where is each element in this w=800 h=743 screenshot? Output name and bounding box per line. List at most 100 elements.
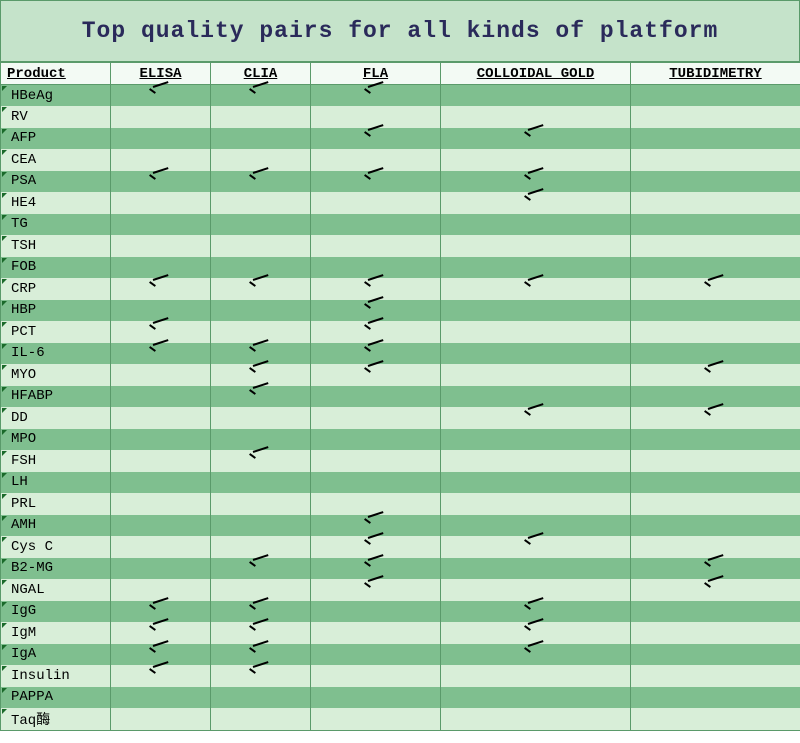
product-label: Taq酶 (11, 713, 50, 729)
elisa-cell (111, 665, 211, 687)
tub-cell (631, 343, 800, 365)
cell-marker-icon (2, 387, 7, 392)
gold-cell (441, 278, 631, 300)
tub-cell (631, 235, 800, 257)
check-icon (247, 666, 269, 680)
check-icon (247, 602, 269, 616)
cell-marker-icon (2, 602, 7, 607)
product-label: Insulin (11, 668, 70, 684)
cell-marker-icon (2, 688, 7, 693)
product-cell: TG (1, 214, 111, 236)
table-row: IL-6 (1, 343, 800, 365)
product-cell: LH (1, 472, 111, 494)
product-cell: MPO (1, 429, 111, 451)
gold-cell (441, 407, 631, 429)
product-label: TG (11, 216, 28, 232)
clia-cell (211, 429, 311, 451)
cell-marker-icon (2, 451, 7, 456)
clia-cell (211, 622, 311, 644)
clia-cell (211, 515, 311, 537)
check-icon (247, 279, 269, 293)
cell-marker-icon (2, 258, 7, 263)
product-label: PAPPA (11, 689, 53, 705)
check-icon (702, 580, 724, 594)
product-label: IgM (11, 625, 36, 641)
clia-cell (211, 128, 311, 150)
cell-marker-icon (2, 365, 7, 370)
product-label: AMH (11, 517, 36, 533)
clia-cell (211, 171, 311, 193)
elisa-cell (111, 85, 211, 107)
product-cell: TSH (1, 235, 111, 257)
gold-cell (441, 579, 631, 601)
gold-cell (441, 300, 631, 322)
elisa-cell (111, 579, 211, 601)
product-label: B2-MG (11, 560, 53, 576)
product-cell: PAPPA (1, 687, 111, 709)
check-icon (247, 344, 269, 358)
tub-cell (631, 407, 800, 429)
gold-cell (441, 235, 631, 257)
cell-marker-icon (2, 580, 7, 585)
check-icon (362, 86, 384, 100)
table-row: PRL (1, 493, 800, 515)
product-label: MYO (11, 367, 36, 383)
check-icon (362, 301, 384, 315)
check-icon (522, 602, 544, 616)
check-icon (362, 279, 384, 293)
check-icon (247, 365, 269, 379)
cell-marker-icon (2, 537, 7, 542)
product-label: IL-6 (11, 345, 45, 361)
table-row: PSA (1, 171, 800, 193)
gold-cell (441, 343, 631, 365)
clia-cell (211, 386, 311, 408)
fla-cell (311, 493, 441, 515)
gold-cell (441, 85, 631, 107)
clia-cell (211, 558, 311, 580)
table-row: B2-MG (1, 558, 800, 580)
clia-cell (211, 343, 311, 365)
check-icon (522, 129, 544, 143)
gold-cell (441, 364, 631, 386)
elisa-cell (111, 687, 211, 709)
check-icon (147, 172, 169, 186)
product-cell: MYO (1, 364, 111, 386)
gold-cell (441, 450, 631, 472)
elisa-cell (111, 321, 211, 343)
product-cell: B2-MG (1, 558, 111, 580)
gold-cell (441, 128, 631, 150)
tub-cell (631, 171, 800, 193)
fla-cell (311, 128, 441, 150)
elisa-cell (111, 429, 211, 451)
tub-cell (631, 257, 800, 279)
check-icon (247, 172, 269, 186)
fla-cell (311, 106, 441, 128)
check-icon (362, 322, 384, 336)
check-icon (362, 344, 384, 358)
tub-cell (631, 472, 800, 494)
table-row: TSH (1, 235, 800, 257)
table-row: LH (1, 472, 800, 494)
product-cell: IgA (1, 644, 111, 666)
product-label: CRP (11, 281, 36, 297)
fla-cell (311, 257, 441, 279)
product-cell: HFABP (1, 386, 111, 408)
cell-marker-icon (2, 86, 7, 91)
fla-cell (311, 300, 441, 322)
gold-cell (441, 558, 631, 580)
clia-cell (211, 192, 311, 214)
elisa-cell (111, 493, 211, 515)
tub-cell (631, 579, 800, 601)
check-icon (522, 537, 544, 551)
elisa-cell (111, 386, 211, 408)
elisa-cell (111, 558, 211, 580)
table-row: FOB (1, 257, 800, 279)
table-row: CEA (1, 149, 800, 171)
check-icon (362, 365, 384, 379)
product-label: RV (11, 109, 28, 125)
product-label: HE4 (11, 195, 36, 211)
col-header-fla: FLA (311, 63, 441, 85)
product-cell: PSA (1, 171, 111, 193)
product-cell: HBeAg (1, 85, 111, 107)
elisa-cell (111, 708, 211, 731)
